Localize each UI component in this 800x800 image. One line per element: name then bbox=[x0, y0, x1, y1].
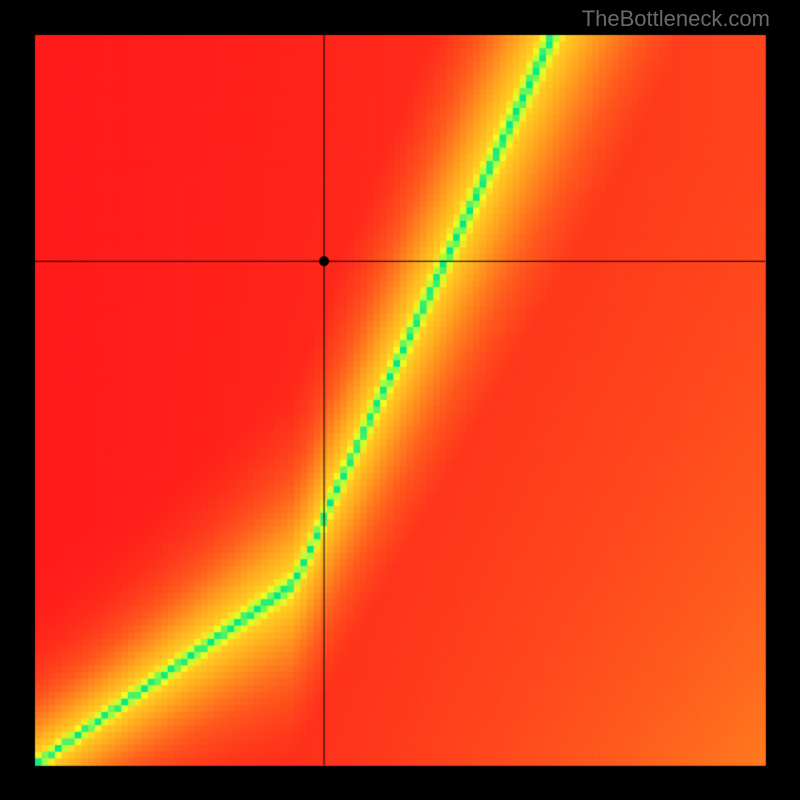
chart-container: TheBottleneck.com bbox=[0, 0, 800, 800]
watermark-text: TheBottleneck.com bbox=[582, 6, 770, 32]
heatmap-canvas bbox=[0, 0, 800, 800]
